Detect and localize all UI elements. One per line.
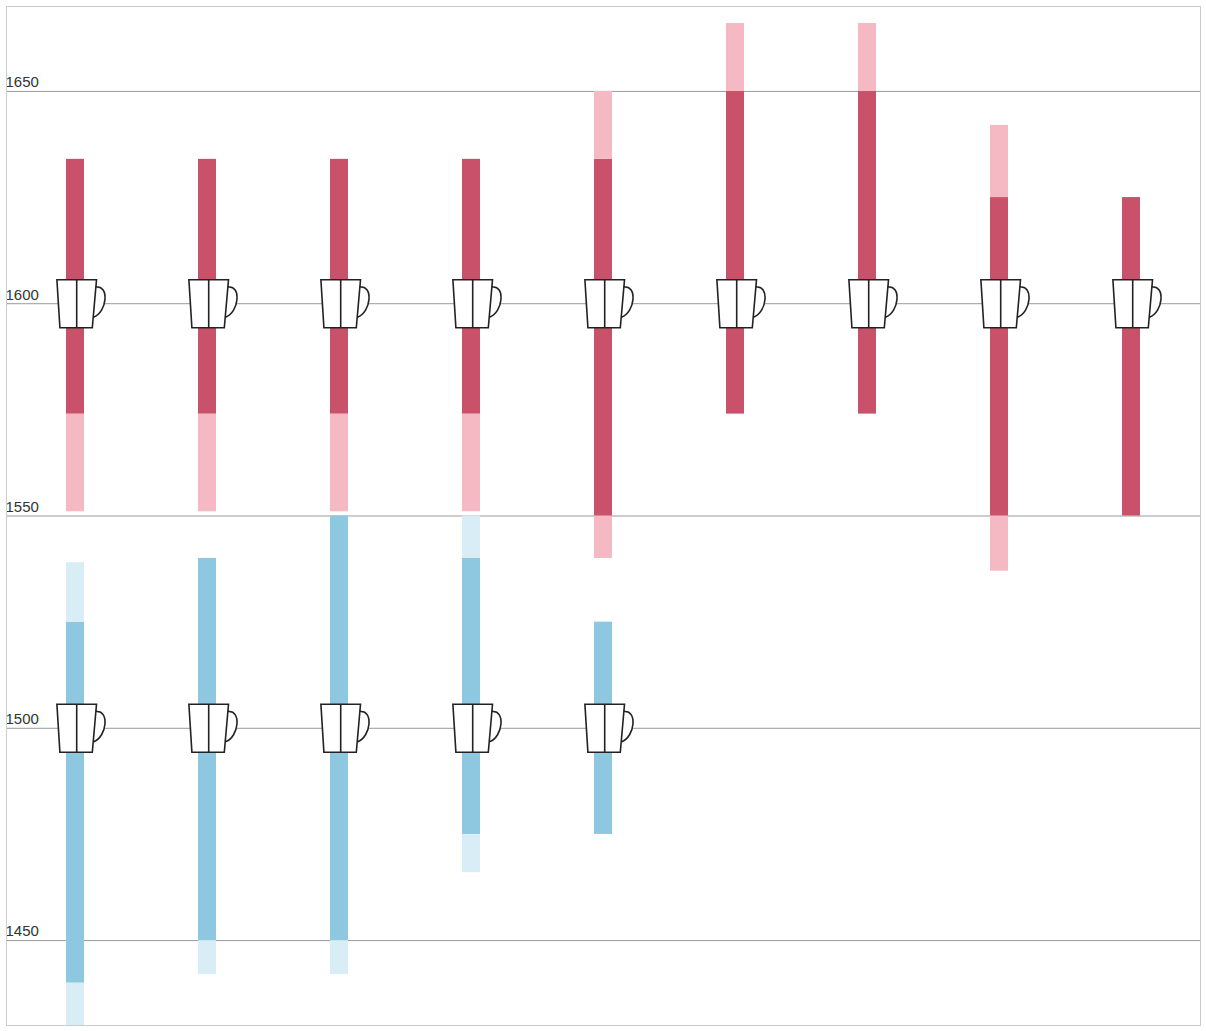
svg-text:1500: 1500 <box>6 710 39 727</box>
svg-text:1600: 1600 <box>6 286 39 303</box>
svg-text:1450: 1450 <box>6 922 39 939</box>
svg-text:1650: 1650 <box>6 73 39 90</box>
svg-text:1550: 1550 <box>6 498 39 515</box>
